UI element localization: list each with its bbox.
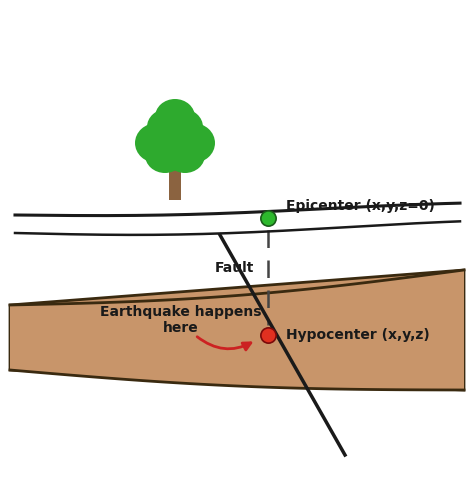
Ellipse shape <box>165 137 205 173</box>
Ellipse shape <box>163 109 203 145</box>
Bar <box>169 162 181 200</box>
Ellipse shape <box>155 99 195 135</box>
Ellipse shape <box>147 109 187 145</box>
Text: Epicenter (x,y,z=0): Epicenter (x,y,z=0) <box>286 199 435 213</box>
Text: Hypocenter (x,y,z): Hypocenter (x,y,z) <box>286 328 430 342</box>
Polygon shape <box>10 270 464 390</box>
Ellipse shape <box>145 137 185 173</box>
Ellipse shape <box>171 123 215 163</box>
Ellipse shape <box>147 109 203 161</box>
Ellipse shape <box>135 123 179 163</box>
Text: Fault: Fault <box>215 261 255 275</box>
Text: Earthquake happens
here: Earthquake happens here <box>100 305 262 335</box>
Polygon shape <box>10 270 464 390</box>
